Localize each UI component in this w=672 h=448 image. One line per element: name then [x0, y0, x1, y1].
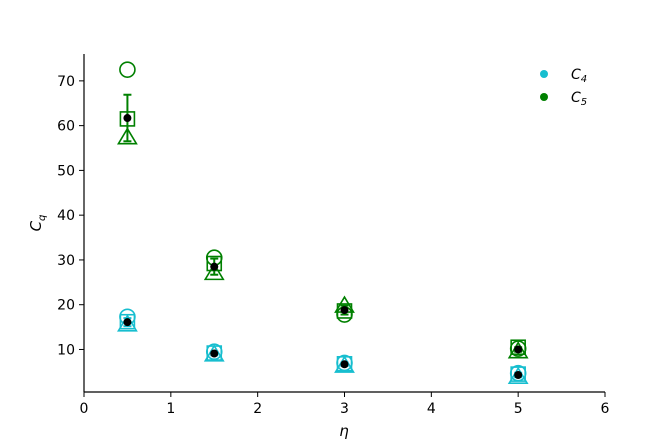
y-axis-label: Cq	[27, 215, 48, 232]
x-tick-label-1: 1	[166, 401, 175, 417]
x-tick-label-3: 3	[340, 401, 349, 417]
y-tick-label-10: 10	[57, 342, 75, 358]
point-triangle-c4-0	[117, 314, 138, 332]
point-triangle-c5-3	[507, 341, 529, 359]
x-tick-label-0: 0	[80, 401, 89, 417]
point-mean-c5-0	[123, 114, 132, 123]
chart-marks	[117, 61, 529, 385]
y-tick-label-20: 20	[57, 298, 75, 314]
point-mean-c5-3	[514, 345, 523, 354]
point-mean-c4-0	[123, 318, 132, 327]
point-triangle-c4-2	[334, 355, 355, 373]
y-tick-label-50: 50	[57, 163, 75, 179]
legend-label-c4: C4	[571, 67, 587, 85]
x-axis-label: η	[339, 422, 349, 440]
x-tick-label-6: 6	[601, 401, 610, 417]
legend-marker-c4	[540, 70, 548, 78]
legend-label-c5: C5	[571, 90, 587, 108]
point-mean-c4-1	[210, 349, 219, 358]
point-square-c5-3	[510, 339, 526, 356]
legend-marker-c5	[540, 93, 548, 101]
y-ticks: 10 20 30 40 50 60 70	[57, 74, 84, 358]
point-circle-c5-0	[119, 61, 136, 78]
y-tick-label-70: 70	[57, 74, 75, 90]
y-tick-label-40: 40	[57, 208, 75, 224]
x-ticks: 0 1 2 3 4 5 6	[80, 392, 610, 417]
point-square-c5-2	[336, 303, 353, 319]
y-tick-label-30: 30	[57, 253, 75, 269]
point-mean-c4-3	[514, 370, 523, 379]
point-triangle-c5-1	[203, 262, 225, 281]
point-triangle-c5-0	[117, 127, 138, 145]
y-tick-label-60: 60	[57, 119, 75, 135]
legend: C4 C5	[540, 67, 587, 108]
point-mean-c4-2	[340, 360, 349, 369]
point-mean-c5-2	[340, 306, 349, 315]
x-tick-label-4: 4	[427, 401, 436, 417]
x-tick-label-2: 2	[253, 401, 262, 417]
point-square-c5-0	[119, 111, 136, 127]
point-triangle-c4-1	[203, 344, 225, 362]
point-mean-c5-1	[210, 262, 219, 271]
x-tick-label-5: 5	[514, 401, 523, 417]
point-triangle-c4-3	[507, 366, 529, 385]
